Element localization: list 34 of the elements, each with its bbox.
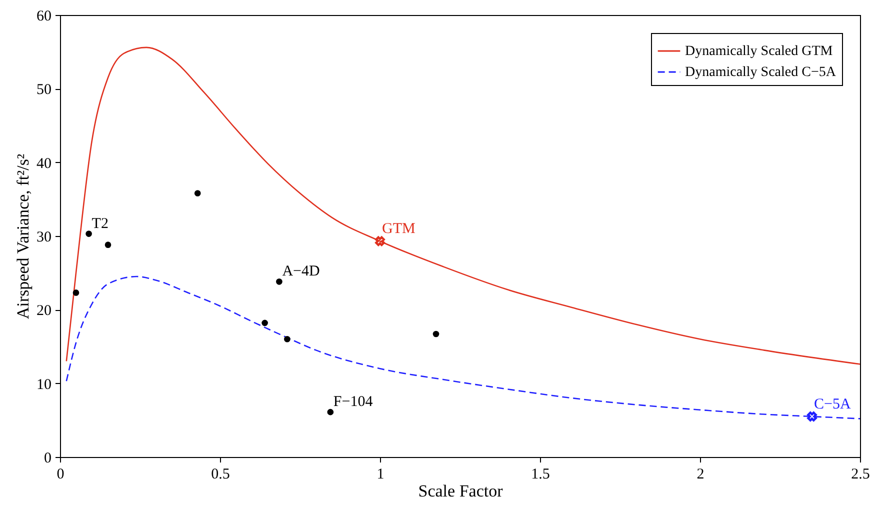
point [262, 320, 268, 326]
point [194, 190, 201, 196]
point [86, 230, 92, 237]
y-tick-label: 40 [36, 156, 52, 172]
point [807, 412, 817, 422]
line-series [66, 46, 861, 365]
point [284, 336, 290, 342]
x-tick-label: 0.5 [211, 466, 230, 482]
x-tick-label: 2.5 [851, 466, 870, 482]
annotation: A−4D [282, 264, 320, 280]
x-tick-label: 1.5 [531, 466, 550, 482]
point [327, 408, 334, 416]
annotation: F−104 [333, 394, 374, 410]
legend-label: Dynamically Scaled C−5A [685, 65, 837, 80]
y-axis-title: Airspeed Variance, ft²/s² [14, 154, 32, 320]
x-tick-label: 1 [376, 466, 384, 482]
y-tick-label: 10 [36, 376, 52, 393]
annotation: T2 [92, 216, 108, 232]
y-tick-label: 20 [36, 303, 52, 320]
point [375, 236, 385, 246]
y-tick-label: 60 [36, 8, 52, 24]
series-label: GTM [382, 221, 416, 238]
y-tick-label: 50 [36, 82, 52, 98]
x-tick-label: 2 [696, 466, 704, 482]
y-tick-label: 30 [36, 230, 52, 246]
x-tick-label: 0 [56, 466, 64, 482]
point [276, 278, 282, 285]
point [72, 290, 80, 296]
x-axis-title: Scale Factor [418, 482, 504, 500]
point [432, 330, 440, 338]
point [104, 242, 112, 248]
legend-label: Dynamically Scaled GTM [685, 44, 834, 59]
y-tick-label: 0 [44, 450, 52, 466]
series-label: C−5A [814, 396, 851, 412]
